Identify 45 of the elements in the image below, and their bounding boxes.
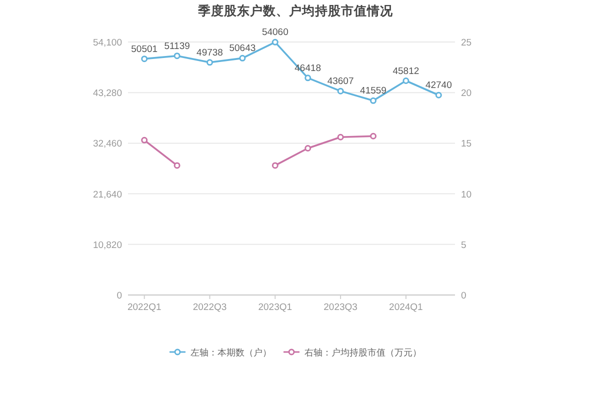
data-label: 41559 [360, 86, 386, 97]
point [174, 162, 180, 169]
point [272, 162, 278, 169]
y2-tick-label: 5 [461, 240, 466, 251]
data-label: 50643 [229, 43, 256, 54]
y2-tick-label: 10 [461, 189, 472, 200]
y-tick-label: 32,460 [92, 138, 122, 150]
data-label: 49738 [196, 47, 223, 58]
y-tick-label: 43,280 [92, 88, 122, 100]
point [174, 52, 180, 60]
legend-label: 右轴：户均持股市值（万元） [304, 348, 422, 358]
x-tick-label: 2024Q1 [389, 302, 423, 313]
data-label: 50501 [131, 44, 158, 55]
y-tick-label: 21,640 [92, 189, 122, 200]
chart-title: 季度股东户数、户均持股市值情况 [197, 3, 394, 18]
point [239, 54, 246, 62]
x-tick-label: 2022Q3 [192, 302, 227, 313]
point [370, 97, 376, 104]
data-label: 45812 [392, 66, 420, 77]
y2-tick-label: 20 [461, 88, 472, 100]
y2-tick-label: 15 [461, 138, 472, 150]
point [272, 38, 278, 46]
y-tick-label: 0 [116, 290, 122, 302]
point [206, 59, 213, 66]
data-label: 51139 [164, 40, 190, 52]
point [304, 145, 312, 152]
y-tick-label: 54,100 [92, 38, 122, 48]
data-label: 54060 [262, 27, 288, 38]
point [337, 134, 344, 140]
legend-label: 左轴：本期数（户） [190, 348, 272, 358]
point [435, 92, 442, 98]
x-tick-label: 2023Q1 [258, 302, 292, 313]
x-tick-label: 2023Q3 [324, 302, 358, 313]
point [370, 132, 376, 140]
y2-tick-label: 0 [461, 290, 466, 302]
point [141, 136, 148, 144]
point [402, 78, 410, 84]
point [304, 74, 312, 82]
y-tick-label: 10,820 [92, 240, 122, 251]
y2-tick-label: 25 [461, 38, 472, 48]
point [337, 88, 344, 94]
x-tick-label: 2022Q1 [127, 302, 162, 313]
data-label: 43607 [327, 76, 354, 88]
data-label: 42740 [425, 80, 452, 92]
point [141, 56, 148, 62]
